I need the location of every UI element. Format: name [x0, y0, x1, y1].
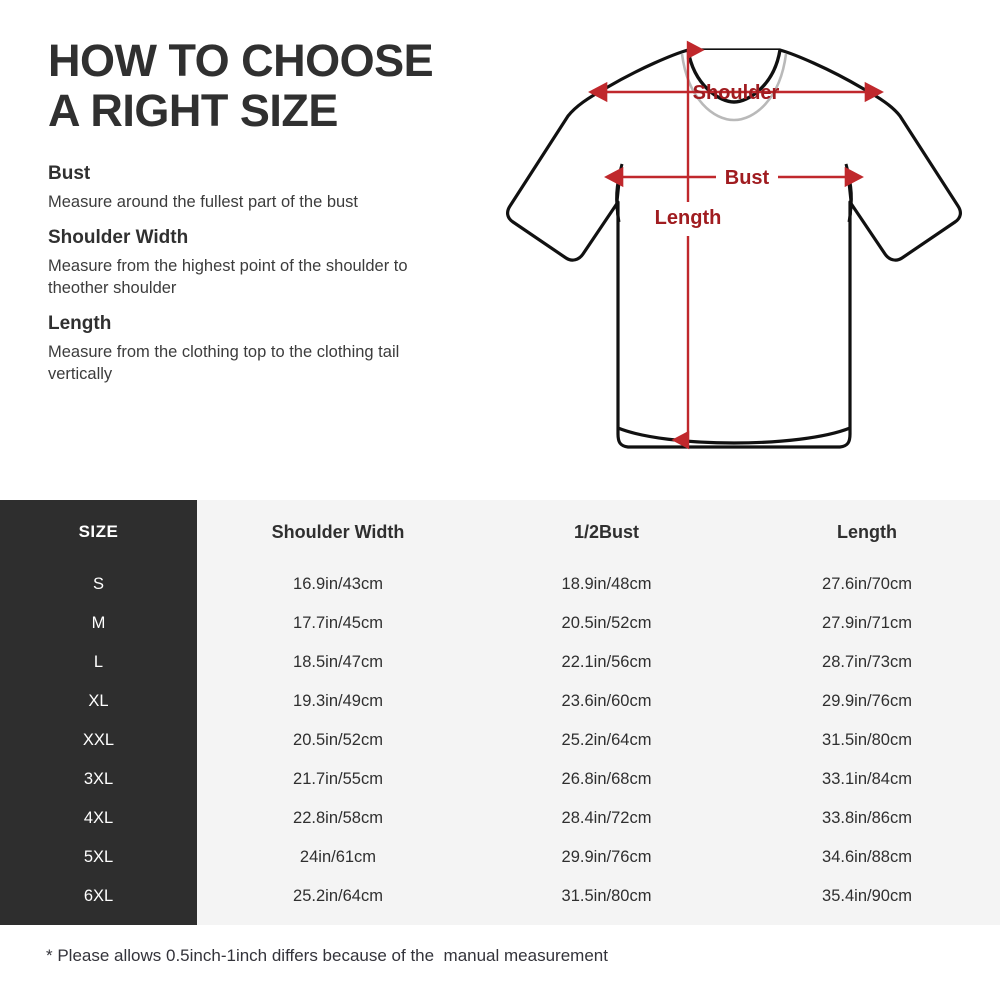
- cell-size: XL: [88, 692, 109, 710]
- cell-length: 31.5in/80cm: [822, 731, 912, 749]
- cell-length: 29.9in/76cm: [822, 692, 912, 710]
- cell-bust: 18.9in/48cm: [561, 575, 652, 593]
- cell-length: 35.4in/90cm: [822, 887, 912, 905]
- guide-term-length: Length: [48, 313, 112, 335]
- cell-shoulder: 22.8in/58cm: [293, 809, 383, 827]
- cell-length: 34.6in/88cm: [822, 848, 912, 866]
- table-row: 6XL 25.2in/64cm 31.5in/80cm 35.4in/90cm: [0, 877, 1000, 916]
- cell-shoulder: 20.5in/52cm: [293, 731, 383, 749]
- table-row: 4XL 22.8in/58cm 28.4in/72cm 33.8in/86cm: [0, 799, 1000, 838]
- cell-bust: 22.1in/56cm: [561, 653, 652, 671]
- column-header-bust: 1/2Bust: [573, 521, 640, 542]
- cell-size: 5XL: [83, 848, 114, 866]
- tshirt-icon: Shoulder Bust Length: [506, 40, 962, 450]
- shirt-hem-path: [617, 426, 851, 445]
- size-table-grid: SIZE Shoulder Width 1/2Bust Length S 16.…: [0, 500, 1000, 925]
- bust-dimension-arrow: Bust: [604, 166, 864, 189]
- cell-shoulder: 24in/61cm: [299, 848, 377, 866]
- table-row: L 18.5in/47cm 22.1in/56cm 28.7in/73cm: [0, 643, 1000, 682]
- cell-size: 6XL: [83, 887, 114, 905]
- guide-item-bust: Bust Measure around the fullest part of …: [48, 163, 478, 213]
- cell-size: L: [93, 653, 104, 671]
- guide-desc-shoulder-width: Measure from the highest point of the sh…: [48, 256, 408, 297]
- table-header-row: SIZE Shoulder Width 1/2Bust Length: [0, 512, 1000, 552]
- cell-length: 33.1in/84cm: [822, 770, 912, 788]
- cell-shoulder: 25.2in/64cm: [293, 887, 383, 905]
- size-chart-table: SIZE Shoulder Width 1/2Bust Length S 16.…: [0, 500, 1000, 925]
- cell-bust: 26.8in/68cm: [561, 770, 652, 788]
- cell-bust: 25.2in/64cm: [561, 731, 652, 749]
- cell-size: XXL: [82, 731, 115, 749]
- cell-bust: 31.5in/80cm: [561, 887, 652, 905]
- guide-desc-length: Measure from the clothing top to the clo…: [48, 342, 400, 384]
- cell-length: 27.6in/70cm: [822, 575, 912, 593]
- guide-item-length: Length Measure from the clothing top to …: [48, 313, 478, 385]
- measurement-disclaimer: * Please allows 0.5inch-1inch differs be…: [46, 946, 608, 965]
- guide-item-shoulder-width: Shoulder Width Measure from the highest …: [48, 227, 478, 299]
- cell-shoulder: 16.9in/43cm: [293, 575, 383, 593]
- cell-size: 4XL: [83, 809, 114, 827]
- column-header-shoulder: Shoulder Width: [271, 521, 405, 542]
- table-row: XL 19.3in/49cm 23.6in/60cm 29.9in/76cm: [0, 682, 1000, 721]
- shoulder-dimension-arrow: Shoulder: [588, 81, 884, 104]
- cell-bust: 23.6in/60cm: [561, 692, 652, 710]
- cell-length: 27.9in/71cm: [822, 614, 912, 632]
- column-header-size: SIZE: [78, 522, 119, 541]
- cell-shoulder: 17.7in/45cm: [293, 614, 383, 632]
- length-dimension-label: Length: [655, 207, 722, 229]
- cell-size: M: [91, 614, 106, 632]
- page-title: HOW TO CHOOSE A RIGHT SIZE: [48, 35, 434, 137]
- cell-length: 33.8in/86cm: [822, 809, 912, 827]
- cell-size: S: [92, 575, 104, 593]
- length-dimension-arrow: Length: [655, 40, 722, 450]
- cell-shoulder: 18.5in/47cm: [293, 653, 383, 671]
- cell-bust: 29.9in/76cm: [561, 848, 652, 866]
- cell-size: 3XL: [83, 770, 114, 788]
- tshirt-measurement-diagram: Shoulder Bust Length: [488, 24, 988, 484]
- cell-length: 28.7in/73cm: [822, 653, 912, 671]
- guide-section: HOW TO CHOOSE A RIGHT SIZE Bust Measure …: [48, 24, 988, 484]
- size-column-background: [0, 500, 197, 925]
- table-row: 3XL 21.7in/55cm 26.8in/68cm 33.1in/84cm: [0, 760, 1000, 799]
- shirt-body-path: [506, 48, 962, 449]
- guide-term-bust: Bust: [48, 162, 91, 184]
- cell-bust: 28.4in/72cm: [561, 809, 652, 827]
- table-row: S 16.9in/43cm 18.9in/48cm 27.6in/70cm: [0, 565, 1000, 604]
- table-row: 5XL 24in/61cm 29.9in/76cm 34.6in/88cm: [0, 838, 1000, 877]
- tshirt-outline: [506, 48, 962, 449]
- cell-bust: 20.5in/52cm: [561, 614, 652, 632]
- cell-shoulder: 19.3in/49cm: [293, 692, 383, 710]
- column-header-length: Length: [837, 521, 897, 542]
- guide-desc-bust: Measure around the fullest part of the b…: [48, 192, 359, 211]
- bust-dimension-label: Bust: [725, 167, 770, 189]
- measurement-guide-panel: HOW TO CHOOSE A RIGHT SIZE Bust Measure …: [48, 35, 478, 400]
- guide-term-shoulder-width: Shoulder Width: [48, 226, 189, 248]
- shoulder-dimension-label: Shoulder: [693, 82, 780, 104]
- table-row: M 17.7in/45cm 20.5in/52cm 27.9in/71cm: [0, 604, 1000, 643]
- cell-shoulder: 21.7in/55cm: [293, 770, 383, 788]
- table-row: XXL 20.5in/52cm 25.2in/64cm 31.5in/80cm: [0, 721, 1000, 760]
